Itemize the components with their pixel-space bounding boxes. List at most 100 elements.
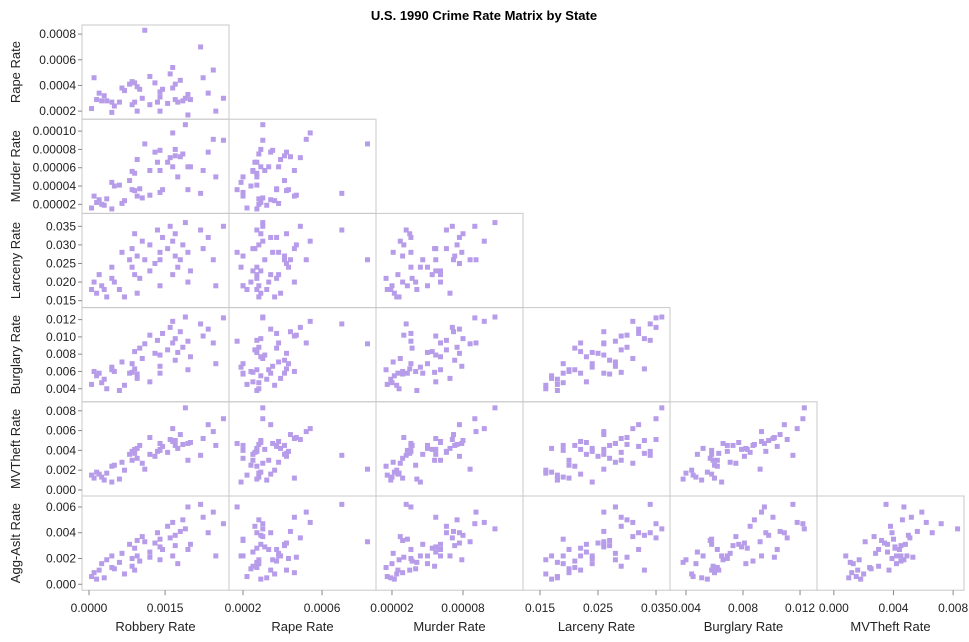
- data-point: [205, 234, 211, 240]
- data-point: [234, 440, 240, 446]
- data-point: [264, 286, 270, 292]
- data-point: [254, 545, 260, 551]
- y-tick-label: 0.002: [46, 551, 76, 565]
- data-point: [460, 532, 466, 538]
- data-point: [438, 268, 444, 274]
- data-point: [636, 443, 642, 449]
- data-point: [630, 426, 636, 432]
- data-point: [589, 445, 595, 451]
- data-point: [132, 545, 138, 551]
- data-point: [714, 457, 720, 463]
- data-point: [238, 264, 244, 270]
- data-point: [923, 519, 929, 525]
- data-point: [365, 257, 371, 263]
- data-point: [250, 268, 256, 274]
- data-point: [447, 553, 453, 559]
- data-point: [397, 238, 403, 244]
- data-point: [276, 359, 282, 365]
- data-point: [433, 451, 439, 457]
- data-point: [438, 457, 444, 463]
- data-point: [180, 151, 186, 157]
- data-point: [420, 451, 426, 457]
- data-point: [727, 550, 733, 556]
- data-point: [175, 264, 181, 270]
- data-point: [147, 379, 153, 385]
- data-point: [365, 466, 371, 472]
- data-point: [272, 198, 278, 204]
- data-point: [240, 442, 246, 448]
- data-point: [694, 549, 700, 555]
- data-point: [276, 438, 282, 444]
- data-point: [283, 231, 289, 237]
- data-point: [142, 257, 148, 263]
- data-point: [119, 200, 125, 206]
- data-point: [94, 576, 100, 582]
- data-point: [185, 338, 191, 344]
- data-point: [339, 452, 345, 458]
- data-point: [800, 521, 806, 527]
- data-point: [624, 554, 630, 560]
- data-point: [452, 357, 458, 363]
- data-point: [101, 286, 107, 292]
- data-point: [258, 541, 264, 547]
- data-point: [404, 536, 410, 542]
- x-axis-label: Burglary Rate: [704, 619, 783, 634]
- data-point: [101, 93, 107, 99]
- data-point: [285, 264, 291, 270]
- data-point: [481, 426, 487, 432]
- data-point: [274, 330, 280, 336]
- data-point: [274, 558, 280, 564]
- data-point: [260, 220, 266, 226]
- data-point: [636, 422, 642, 428]
- data-point: [467, 466, 473, 472]
- data-point: [736, 541, 742, 547]
- data-point: [794, 519, 800, 525]
- data-point: [456, 260, 462, 266]
- data-point: [157, 257, 163, 263]
- y-tick-label: 0.00006: [33, 161, 77, 175]
- data-point: [139, 460, 145, 466]
- data-point: [389, 474, 395, 480]
- data-point: [132, 188, 138, 194]
- data-point: [283, 540, 289, 546]
- data-point: [707, 455, 713, 461]
- data-point: [589, 555, 595, 561]
- data-point: [612, 504, 618, 510]
- data-point: [720, 557, 726, 563]
- data-point: [699, 477, 705, 483]
- y-tick-label: 0.000: [46, 483, 76, 497]
- data-point: [104, 557, 110, 563]
- data-point: [132, 80, 138, 86]
- data-point: [282, 153, 288, 159]
- data-point: [147, 192, 153, 198]
- data-point: [601, 446, 607, 452]
- data-point: [700, 445, 706, 451]
- data-point: [413, 279, 419, 285]
- cell-frame: [81, 118, 230, 214]
- data-point: [429, 446, 435, 452]
- data-point: [704, 469, 710, 475]
- data-point: [417, 479, 423, 485]
- data-point: [89, 205, 95, 211]
- data-point: [400, 475, 406, 481]
- data-point: [185, 440, 191, 446]
- data-point: [403, 321, 409, 327]
- data-point: [395, 567, 401, 573]
- data-point: [276, 550, 282, 556]
- data-point: [297, 324, 303, 330]
- data-point: [396, 470, 402, 476]
- data-point: [254, 530, 260, 536]
- data-point: [101, 575, 107, 581]
- data-point: [268, 471, 274, 477]
- data-point: [172, 253, 178, 259]
- data-point: [254, 264, 260, 270]
- data-point: [256, 557, 262, 563]
- data-point: [111, 462, 117, 468]
- data-point: [607, 442, 613, 448]
- data-point: [724, 448, 730, 454]
- y-tick-label: 0.010: [46, 330, 76, 344]
- data-point: [213, 553, 219, 559]
- data-point: [260, 195, 266, 201]
- x-axis-label: Robbery Rate: [115, 619, 195, 634]
- data-point: [578, 370, 584, 376]
